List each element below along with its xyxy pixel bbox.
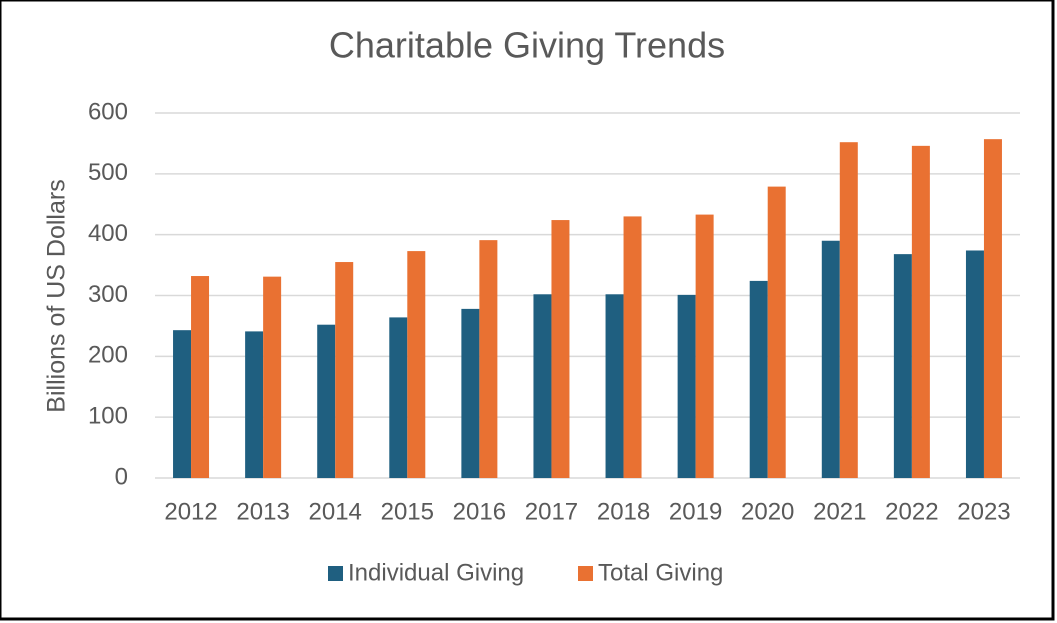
bar [335, 262, 354, 478]
chart-title: Charitable Giving Trends [329, 25, 725, 66]
bar [245, 331, 264, 478]
y-axis-label: Billions of US Dollars [43, 179, 71, 412]
y-tick-label: 500 [88, 159, 128, 186]
x-tick-label: 2016 [453, 498, 506, 525]
y-tick-label: 200 [88, 342, 128, 369]
bar [677, 294, 696, 478]
bar [407, 251, 426, 478]
legend-label: Total Giving [598, 559, 723, 586]
bar [551, 220, 570, 479]
y-tick-label: 400 [88, 220, 128, 247]
legend-label: Individual Giving [348, 559, 524, 586]
y-tick-label: 100 [88, 403, 128, 430]
x-tick-label: 2013 [236, 498, 289, 525]
x-tick-label: 2020 [741, 498, 794, 525]
bar [983, 139, 1002, 479]
bar [911, 145, 930, 478]
bar [839, 142, 858, 478]
x-tick-label: 2015 [381, 498, 434, 525]
x-tick-label: 2012 [164, 498, 217, 525]
bar [965, 250, 984, 478]
bar [749, 280, 768, 478]
bar [263, 276, 282, 478]
bar [533, 294, 552, 478]
bar [821, 240, 840, 478]
y-tick-label: 300 [88, 281, 128, 308]
bar [389, 317, 408, 478]
bar [893, 254, 912, 478]
bar [767, 186, 786, 478]
bar [695, 214, 714, 478]
x-tick-label: 2014 [309, 498, 362, 525]
bar [173, 330, 192, 478]
legend-swatch [328, 566, 343, 581]
bar [317, 324, 336, 478]
x-tick-label: 2022 [885, 498, 938, 525]
y-tick-label: 600 [88, 98, 128, 125]
legend-swatch [578, 566, 593, 581]
bar [461, 308, 480, 478]
bar [605, 294, 624, 478]
bar [479, 240, 498, 478]
bar [623, 216, 642, 478]
x-tick-label: 2017 [525, 498, 578, 525]
y-tick-label: 0 [115, 463, 128, 490]
x-tick-label: 2021 [813, 498, 866, 525]
x-tick-label: 2023 [957, 498, 1010, 525]
x-tick-label: 2018 [597, 498, 650, 525]
bar [191, 276, 210, 478]
x-tick-label: 2019 [669, 498, 722, 525]
